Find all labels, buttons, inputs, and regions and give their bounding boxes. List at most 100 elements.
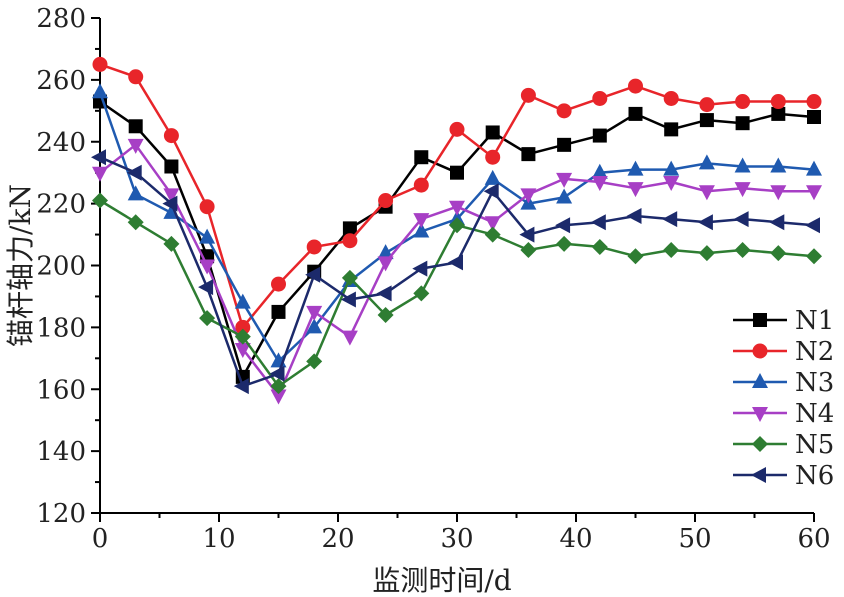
- data-point-n4: [92, 166, 108, 182]
- data-point-n1: [164, 159, 179, 174]
- data-point-n6: [198, 279, 214, 296]
- data-point-n3: [734, 157, 751, 173]
- data-point-n2: [306, 239, 322, 255]
- data-point-n5: [698, 245, 715, 262]
- data-point-n2: [592, 90, 608, 106]
- data-point-n5: [377, 307, 394, 323]
- data-point-n5: [520, 242, 537, 259]
- data-point-n5: [484, 226, 501, 243]
- y-tick-label: 160: [36, 375, 86, 405]
- data-point-n5: [234, 328, 251, 345]
- data-point-n2: [163, 128, 179, 144]
- data-point-n2: [378, 193, 394, 209]
- x-tick-label: 0: [92, 524, 109, 554]
- x-tick-label: 20: [321, 524, 354, 554]
- data-point-n4: [163, 188, 180, 204]
- y-tick-label: 200: [36, 252, 86, 282]
- data-point-n2: [235, 319, 251, 335]
- y-tick-label: 220: [36, 190, 86, 220]
- y-tick-label: 140: [36, 437, 86, 467]
- data-point-n1: [699, 113, 714, 128]
- data-point-n3: [484, 169, 501, 185]
- data-point-n6: [305, 266, 321, 283]
- data-point-n1: [485, 125, 500, 140]
- data-point-n5: [341, 269, 358, 286]
- data-point-n2: [92, 56, 108, 72]
- data-point-n5: [413, 285, 430, 302]
- y-tick-label: 280: [36, 4, 86, 34]
- data-point-n6: [662, 211, 678, 228]
- data-point-n4: [127, 138, 144, 154]
- data-point-n4: [591, 175, 608, 191]
- data-point-n1: [735, 116, 750, 131]
- data-point-n4: [449, 200, 465, 216]
- legend-label: N3: [795, 368, 834, 398]
- y-axis-title: 锚杆轴力/kN: [4, 184, 37, 347]
- data-point-n5: [199, 310, 216, 327]
- data-point-n3: [627, 160, 644, 176]
- series-n6: [91, 149, 820, 395]
- legend-marker: [752, 373, 768, 388]
- legend-label: N5: [795, 430, 834, 460]
- data-point-n4: [663, 175, 680, 191]
- data-point-n4: [413, 213, 430, 229]
- data-point-n4: [199, 259, 216, 275]
- series-n2: [92, 56, 822, 335]
- data-point-n5: [591, 238, 608, 255]
- data-point-n2: [699, 97, 715, 113]
- data-point-n6: [448, 254, 463, 271]
- data-point-n1: [592, 128, 607, 143]
- data-point-n5: [734, 242, 751, 259]
- data-point-n1: [342, 221, 357, 236]
- data-point-n6: [376, 285, 392, 302]
- legend-marker: [752, 343, 768, 359]
- data-point-n1: [628, 106, 643, 121]
- data-point-n5: [270, 378, 287, 395]
- data-point-n2: [663, 90, 679, 106]
- data-point-n2: [342, 233, 358, 249]
- data-point-n4: [698, 185, 715, 201]
- data-point-n3: [92, 83, 108, 99]
- data-point-n6: [769, 214, 785, 231]
- data-point-n3: [199, 228, 216, 244]
- data-point-n2: [485, 149, 501, 165]
- data-point-n3: [663, 160, 680, 176]
- data-point-n3: [770, 157, 787, 173]
- data-point-n6: [626, 208, 642, 224]
- data-point-n6: [126, 164, 142, 181]
- x-axis-title: 监测时间/d: [372, 564, 511, 597]
- data-point-n2: [770, 94, 786, 110]
- data-point-n2: [413, 177, 429, 193]
- legend-item-n4: N4: [733, 399, 834, 429]
- legend-label: N2: [795, 337, 834, 367]
- data-point-n6: [233, 378, 249, 395]
- data-point-n4: [627, 182, 644, 198]
- x-tick-label: 10: [202, 524, 235, 554]
- y-tick-label: 180: [36, 313, 86, 343]
- data-point-n6: [555, 217, 571, 234]
- y-tick-label: 260: [36, 66, 86, 96]
- legend-item-n6: N6: [733, 461, 834, 491]
- x-tick-label: 60: [797, 524, 830, 554]
- data-point-n5: [449, 217, 465, 234]
- data-point-n4: [270, 389, 287, 405]
- series-n4: [92, 138, 822, 405]
- data-point-n2: [556, 103, 572, 119]
- data-point-n2: [735, 94, 751, 110]
- data-point-n4: [806, 185, 822, 201]
- data-point-n2: [128, 69, 144, 85]
- data-point-n4: [556, 172, 573, 188]
- data-point-n3: [556, 188, 573, 204]
- legend-item-n1: N1: [733, 306, 834, 336]
- y-tick-label: 120: [36, 499, 86, 529]
- data-point-n5: [806, 248, 822, 265]
- data-point-n4: [377, 256, 394, 272]
- data-point-n3: [591, 163, 608, 179]
- data-point-n6: [483, 183, 499, 200]
- data-point-n5: [92, 192, 108, 209]
- series-n5: [92, 192, 822, 395]
- data-point-n4: [484, 216, 501, 232]
- data-point-n5: [627, 248, 644, 265]
- data-point-n3: [698, 154, 715, 170]
